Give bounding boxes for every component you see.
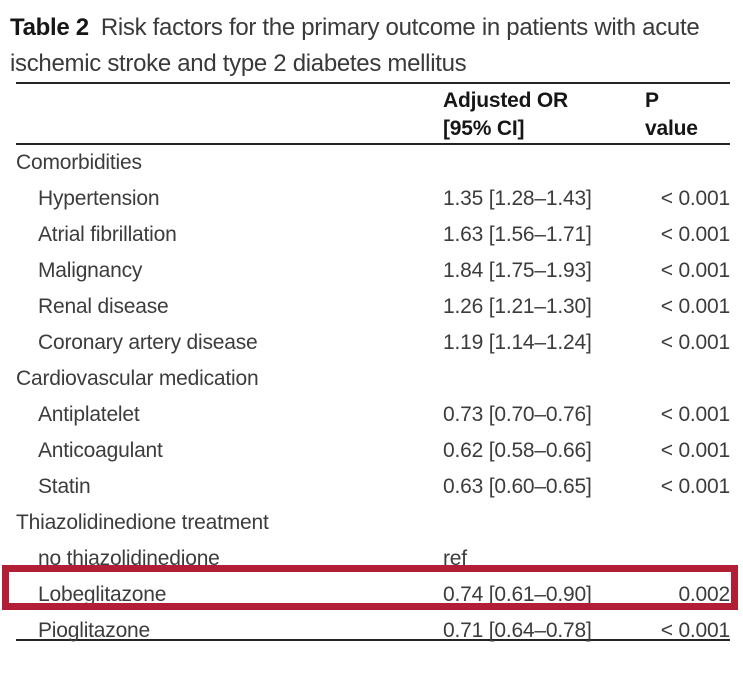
row-label: Pioglitazone [38, 619, 151, 642]
row-p-value [645, 541, 730, 577]
table-row-coronary-artery-disease: Coronary artery disease 1.19 [1.14–1.24]… [16, 325, 730, 361]
row-label: Comorbidities [16, 151, 142, 174]
table-row-statin: Statin 0.63 [0.60–0.65] < 0.001 [16, 469, 730, 505]
row-label: Hypertension [38, 187, 160, 210]
row-or-value: 0.62 [0.58–0.66] [443, 439, 592, 462]
row-or-value: 1.26 [1.21–1.30] [443, 295, 592, 318]
header-p-value: P value [645, 87, 730, 143]
row-label: Cardiovascular medication [16, 367, 259, 390]
row-or-value: 1.84 [1.75–1.93] [443, 259, 592, 282]
row-or-value: 0.74 [0.61–0.90] [443, 583, 592, 606]
row-p-value: < 0.001 [660, 259, 730, 282]
table-row-pioglitazone: Pioglitazone 0.71 [0.64–0.78] < 0.001 [16, 613, 730, 642]
row-or-value [443, 361, 645, 397]
row-p-value: < 0.001 [660, 475, 730, 498]
row-p-value: < 0.001 [660, 331, 730, 354]
table-header-row: Adjusted OR [95% CI] P value [16, 84, 730, 143]
table-row-malignancy: Malignancy 1.84 [1.75–1.93] < 0.001 [16, 253, 730, 289]
top-rule [16, 82, 730, 84]
row-or-value [443, 145, 645, 181]
row-label: no thiazolidinedione [38, 547, 220, 570]
header-adjusted-or-line1: Adjusted OR [443, 89, 568, 112]
table-row-no-thiazolidinedione: no thiazolidinedione ref [16, 541, 730, 577]
row-label: Lobeglitazone [38, 583, 167, 606]
row-label: Renal disease [38, 295, 169, 318]
bottom-rule [16, 639, 730, 641]
row-label: Atrial fibrillation [38, 223, 177, 246]
row-or-value [443, 505, 645, 541]
row-or-value: ref [443, 547, 467, 570]
row-or-value: 1.63 [1.56–1.71] [443, 223, 592, 246]
row-p-value: < 0.001 [660, 619, 730, 642]
row-p-value: < 0.001 [660, 403, 730, 426]
table-row-anticoagulant: Anticoagulant 0.62 [0.58–0.66] < 0.001 [16, 433, 730, 469]
row-or-value: 1.35 [1.28–1.43] [443, 187, 592, 210]
table-row-thiazolidinedione-treatment: Thiazolidinedione treatment [16, 505, 730, 541]
row-or-value: 0.73 [0.70–0.76] [443, 403, 592, 426]
table-row-lobeglitazone: Lobeglitazone 0.74 [0.61–0.90] 0.002 [16, 577, 730, 613]
risk-factors-table: Adjusted OR [95% CI] P value Comorbiditi… [16, 82, 730, 642]
table-number-label: Table 2 [10, 14, 89, 41]
row-p-value [645, 505, 730, 541]
row-p-value: < 0.001 [660, 223, 730, 246]
row-p-value: < 0.001 [660, 295, 730, 318]
row-label: Thiazolidinedione treatment [16, 511, 269, 534]
table-row-renal-disease: Renal disease 1.26 [1.21–1.30] < 0.001 [16, 289, 730, 325]
row-or-value: 0.63 [0.60–0.65] [443, 475, 592, 498]
row-p-value: < 0.001 [660, 439, 730, 462]
table-caption: Table 2 Risk factors for the primary outc… [0, 0, 743, 82]
row-label: Malignancy [38, 259, 143, 282]
header-p-line2: value [645, 117, 698, 140]
row-label: Antiplatelet [38, 403, 140, 426]
header-adjusted-or-line2: [95% CI] [443, 117, 525, 140]
row-label: Statin [38, 475, 91, 498]
row-p-value [645, 145, 730, 181]
table-row-antiplatelet: Antiplatelet 0.73 [0.70–0.76] < 0.001 [16, 397, 730, 433]
table-row-cardiovascular-medication: Cardiovascular medication [16, 361, 730, 397]
table-row-comorbidities: Comorbidities [16, 145, 730, 181]
row-p-value [645, 361, 730, 397]
table-row-atrial-fibrillation: Atrial fibrillation 1.63 [1.56–1.71] < 0… [16, 217, 730, 253]
row-label: Anticoagulant [38, 439, 163, 462]
header-empty-cell [16, 87, 443, 143]
row-label: Coronary artery disease [38, 331, 258, 354]
row-or-value: 0.71 [0.64–0.78] [443, 619, 592, 642]
row-or-value: 1.19 [1.14–1.24] [443, 331, 592, 354]
row-p-value: 0.002 [678, 583, 730, 606]
table-row-hypertension: Hypertension 1.35 [1.28–1.43] < 0.001 [16, 181, 730, 217]
table-caption-text: Risk factors for the primary outcome in … [10, 14, 700, 77]
header-p-line1: P [645, 89, 659, 112]
header-rule [16, 143, 730, 145]
header-adjusted-or: Adjusted OR [95% CI] [443, 87, 645, 143]
row-p-value: < 0.001 [660, 187, 730, 210]
